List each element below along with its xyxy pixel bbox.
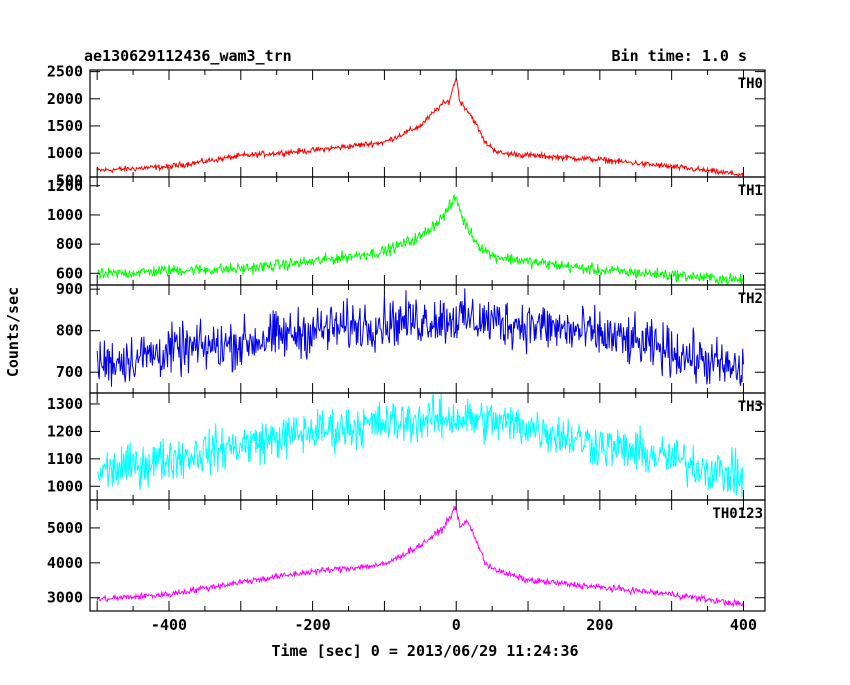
y-tick-label: 1000 <box>47 144 83 162</box>
series-line-th0123 <box>96 505 744 607</box>
y-tick-label: 5000 <box>47 519 83 537</box>
y-tick-label: 800 <box>56 322 83 340</box>
y-tick-label: 4000 <box>47 554 83 572</box>
y-tick-label: 800 <box>56 235 83 253</box>
y-tick-label: 1100 <box>47 450 83 468</box>
x-tick-label: 400 <box>730 616 757 634</box>
y-tick-label: 2500 <box>47 63 83 81</box>
y-tick-label: 2000 <box>47 90 83 108</box>
y-tick-label: 1200 <box>47 422 83 440</box>
panel-label-th1: TH1 <box>738 183 763 199</box>
chart-title: ae130629112436_wam3_trn <box>84 47 292 65</box>
x-tick-label: 0 <box>452 616 461 634</box>
panel-label-th0: TH0 <box>738 76 763 92</box>
panel-label-th2: TH2 <box>738 291 763 307</box>
x-axis-label: Time [sec] 0 = 2013/06/29 11:24:36 <box>271 642 578 660</box>
bin-time-label: Bin time: 1.0 s <box>612 47 747 65</box>
x-tick-label: 200 <box>586 616 613 634</box>
y-axis-label: Counts/sec <box>4 287 22 377</box>
y-tick-label: 3000 <box>47 589 83 607</box>
y-tick-label: 900 <box>56 280 83 298</box>
y-tick-label: 1000 <box>47 206 83 224</box>
panel-frame-th0 <box>89 69 766 178</box>
x-tick-label: -400 <box>151 616 187 634</box>
series-line-th1 <box>96 194 744 286</box>
y-tick-label: 1300 <box>47 395 83 413</box>
series-line-th0 <box>96 77 744 178</box>
y-tick-label: 1000 <box>47 477 83 495</box>
series-line-th3 <box>96 393 744 497</box>
series-line-th2 <box>96 288 744 387</box>
panel-label-th3: TH3 <box>738 399 763 415</box>
panel-frame-th0123 <box>89 499 766 612</box>
x-tick-label: -200 <box>295 616 331 634</box>
y-tick-label: 700 <box>56 363 83 381</box>
y-tick-label: 1500 <box>47 117 83 135</box>
y-tick-label: 600 <box>56 264 83 282</box>
panel-frame-th3 <box>89 392 766 501</box>
y-tick-label: 1200 <box>47 177 83 195</box>
y-tick-label: 500 <box>56 171 83 189</box>
panel-label-th0123: TH0123 <box>712 506 763 522</box>
